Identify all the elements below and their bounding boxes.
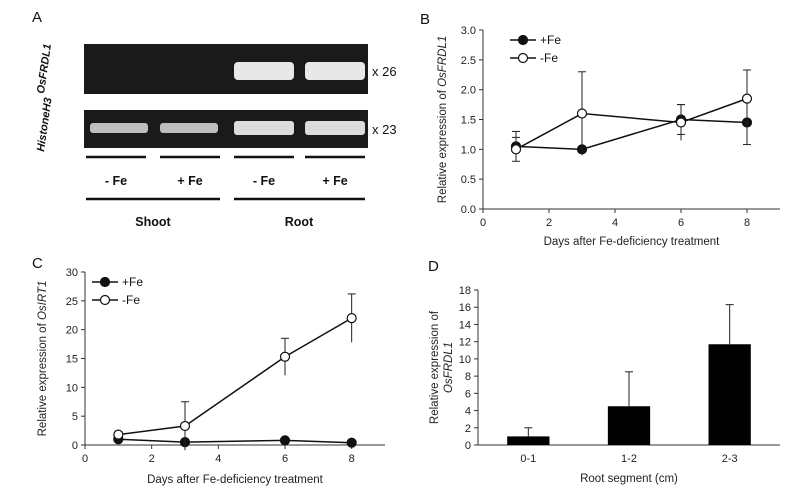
cycle-label-1: x 26 — [372, 64, 397, 79]
bar — [607, 406, 651, 445]
lane-label: + Fe — [322, 174, 347, 188]
x-tick-label: 8 — [349, 453, 355, 465]
cycle-label-2: x 23 — [372, 122, 397, 137]
data-point — [510, 144, 522, 155]
data-point — [576, 108, 588, 119]
panel-label-a: A — [32, 9, 42, 26]
gel-panel: OsFRDL1 HistoneH3 x 26 x 23 - Fe + Fe - … — [35, 43, 396, 229]
y-tick-label: 10 — [459, 354, 471, 366]
lane-label: + Fe — [177, 174, 202, 188]
y-tick-label: 16 — [459, 302, 471, 314]
y-axis-label-gene: OsFRDL1 — [443, 342, 455, 393]
data-point — [279, 351, 291, 362]
y-axis-label: Relative expression of OsIRT1 — [37, 281, 49, 437]
gel-band — [234, 121, 294, 135]
legend-marker — [517, 52, 529, 64]
data-point — [113, 429, 124, 440]
group-label-shoot: Shoot — [135, 215, 171, 229]
x-tick-label: 2-3 — [722, 453, 738, 465]
x-tick-label: 4 — [612, 217, 618, 229]
y-tick-label: 8 — [465, 371, 471, 383]
y-tick-label: 25 — [66, 296, 78, 308]
data-point — [675, 117, 687, 128]
y-tick-label: 6 — [465, 388, 471, 400]
bar — [708, 344, 751, 445]
gel-band — [305, 62, 365, 80]
x-tick-label: 2 — [149, 453, 155, 465]
y-tick-label: 18 — [459, 285, 471, 297]
panel-label-d: D — [428, 258, 439, 275]
legend-label: -Fe — [540, 51, 558, 65]
x-tick-label: 4 — [215, 453, 221, 465]
bar — [507, 436, 550, 445]
y-tick-label: 0.0 — [461, 204, 476, 216]
x-axis-label: Root segment (cm) — [580, 473, 678, 485]
y-tick-label: 15 — [66, 354, 78, 366]
gel-band — [160, 123, 218, 133]
x-tick-label: 0-1 — [520, 453, 536, 465]
x-tick-label: 6 — [678, 217, 684, 229]
data-point — [346, 313, 357, 324]
y-tick-label: 30 — [66, 267, 78, 279]
y-tick-label: 0.5 — [461, 174, 476, 186]
gene-label-histone: HistoneH3 — [35, 97, 54, 153]
y-tick-label: 2.0 — [461, 85, 476, 97]
legend-marker — [99, 294, 111, 306]
x-axis-label: Days after Fe-deficiency treatment — [147, 474, 324, 486]
series-line — [118, 317, 353, 436]
gel-band — [90, 123, 148, 133]
y-tick-label: 20 — [66, 325, 78, 337]
panel-label-b: B — [420, 11, 430, 28]
series-line — [515, 97, 748, 150]
y-axis-label: Relative expression of — [429, 310, 441, 424]
legend-label: +Fe — [540, 33, 561, 47]
x-tick-label: 2 — [546, 217, 552, 229]
legend-marker — [517, 34, 529, 46]
y-tick-label: 1.5 — [461, 115, 476, 127]
panel-label-c: C — [32, 255, 43, 272]
y-tick-label: 4 — [465, 406, 471, 418]
gel-band — [234, 62, 294, 80]
x-tick-label: 8 — [744, 217, 750, 229]
y-axis-label: Relative expression of OsFRDL1 — [437, 36, 449, 203]
group-label-root: Root — [285, 215, 314, 229]
x-tick-label: 0 — [82, 453, 88, 465]
y-tick-label: 0 — [465, 440, 471, 452]
y-tick-label: 2 — [465, 423, 471, 435]
chart-b: 0.0 0.5 1.0 1.5 2.0 2.5 3.0 Relative expression… — [437, 25, 780, 248]
gene-label-osfrdl1: OsFRDL1 — [35, 43, 54, 94]
y-tick-label: 1.0 — [461, 144, 476, 156]
y-tick-label: 0 — [72, 440, 78, 452]
legend-marker — [99, 276, 111, 288]
lane-label: - Fe — [105, 174, 127, 188]
y-tick-label: 10 — [66, 382, 78, 394]
y-tick-label: 14 — [459, 319, 471, 331]
x-tick-label: 1-2 — [621, 453, 637, 465]
data-point — [179, 420, 191, 432]
legend-label: -Fe — [122, 293, 140, 307]
data-point — [279, 435, 291, 446]
lane-label: - Fe — [253, 174, 275, 188]
y-tick-label: 5 — [72, 411, 78, 423]
series-line — [118, 438, 352, 444]
data-point — [346, 437, 357, 448]
gel-band — [305, 121, 365, 135]
chart-d: 0 2 4 6 8 10 12 14 16 18 Relative expression of OsF… — [429, 285, 780, 485]
data-point — [741, 93, 753, 104]
y-tick-label: 3.0 — [461, 25, 476, 37]
y-tick-label: 12 — [459, 337, 471, 349]
legend-label: +Fe — [122, 275, 143, 289]
series-line — [515, 118, 748, 151]
x-tick-label: 6 — [282, 453, 288, 465]
y-tick-label: 2.5 — [461, 55, 476, 67]
x-axis-label: Days after Fe-deficiency treatment — [544, 236, 721, 248]
x-tick-label: 0 — [480, 217, 486, 229]
